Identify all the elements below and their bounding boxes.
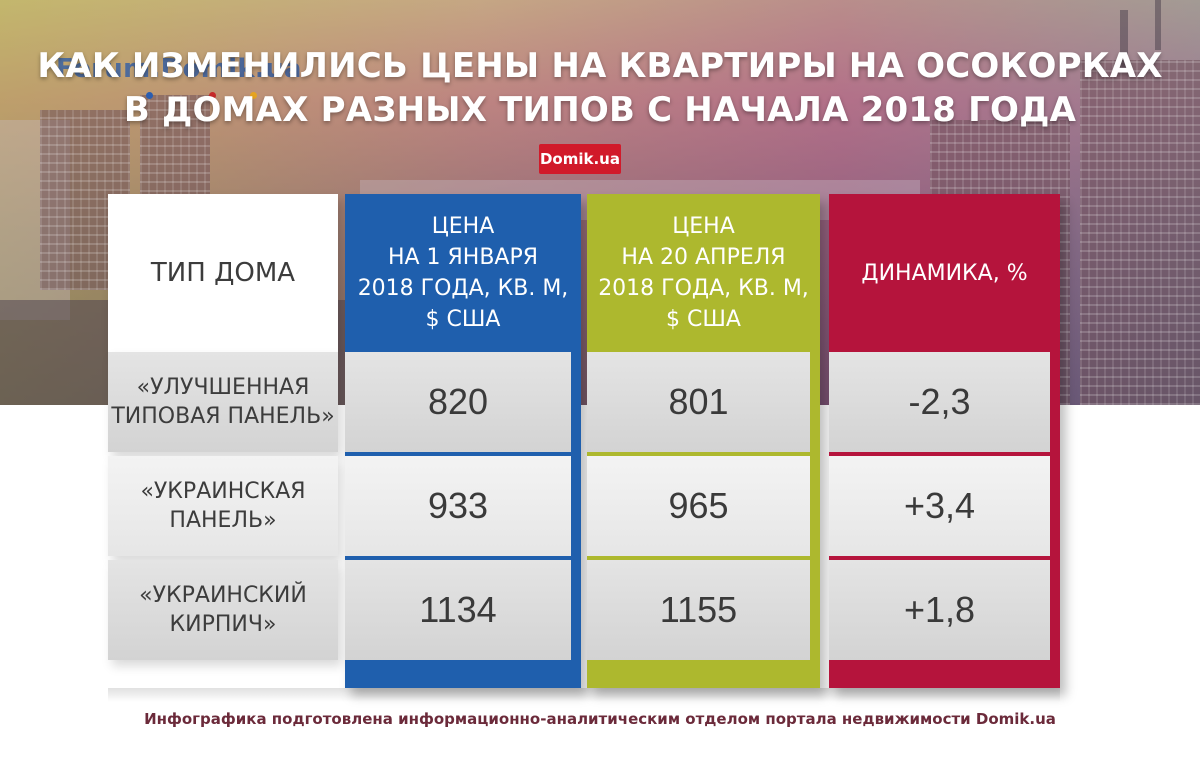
- infographic-title: КАК ИЗМЕНИЛИСЬ ЦЕНЫ НА КВАРТИРЫ НА ОСОКО…: [0, 44, 1200, 132]
- row-label-3: «УКРАИНСКИЙ КИРПИЧ»: [108, 560, 338, 660]
- header-jan-line-2: НА 1 ЯНВАРЯ: [387, 245, 539, 270]
- watermark-dot: [250, 92, 257, 99]
- row-3-type-line-2: КИРПИЧ»: [169, 612, 277, 637]
- footer-credit: Инфографика подготовлена информационно-а…: [144, 710, 1056, 728]
- header-type-label: ТИП ДОМА: [150, 257, 296, 288]
- header-apr-line-4: $ США: [666, 307, 741, 332]
- header-jan: ЦЕНА НА 1 ЯНВАРЯ 2018 ГОДА, КВ. М, $ США: [345, 194, 581, 352]
- cell-apr-row-3: 1155: [587, 560, 810, 660]
- watermark-dot: [146, 92, 153, 99]
- column-dynamics: ДИНАМИКА, % -2,3 +3,4 +1,8: [829, 194, 1060, 688]
- header-jan-line-4: $ США: [425, 307, 501, 332]
- domik-badge: Domik.ua: [539, 144, 621, 174]
- header-apr-line-2: НА 20 АПРЕЛЯ: [621, 245, 786, 270]
- cell-apr-row-2: 965: [587, 456, 810, 556]
- row-2-type-line-2: ПАНЕЛЬ»: [169, 508, 277, 533]
- watermark-dot: [209, 92, 216, 99]
- column-price-apr: ЦЕНА НА 20 АПРЕЛЯ 2018 ГОДА, КВ. М, $ СШ…: [587, 194, 820, 688]
- header-jan-line-3: 2018 ГОДА, КВ. М,: [357, 276, 569, 301]
- header-apr-line-1: ЦЕНА: [672, 214, 735, 239]
- row-1-type-line-2: ТИПОВАЯ ПАНЕЛЬ»: [111, 404, 335, 429]
- column-price-jan: ЦЕНА НА 1 ЯНВАРЯ 2018 ГОДА, КВ. М, $ США…: [345, 194, 581, 688]
- header-apr-line-3: 2018 ГОДА, КВ. М,: [598, 276, 809, 301]
- table-shadow: [108, 688, 1060, 702]
- cell-jan-row-2: 933: [345, 456, 571, 556]
- title-line-1: КАК ИЗМЕНИЛИСЬ ЦЕНЫ НА КВАРТИРЫ НА ОСОКО…: [37, 46, 1163, 86]
- cell-jan-row-3: 1134: [345, 560, 571, 660]
- header-jan-line-1: ЦЕНА: [431, 214, 495, 239]
- header-apr: ЦЕНА НА 20 АПРЕЛЯ 2018 ГОДА, КВ. М, $ СШ…: [587, 194, 820, 352]
- row-1-type-line-1: «УЛУЧШЕННАЯ: [136, 375, 310, 400]
- cell-dyn-row-2: +3,4: [829, 456, 1050, 556]
- row-label-1: «УЛУЧШЕННАЯ ТИПОВАЯ ПАНЕЛЬ»: [108, 352, 338, 452]
- cell-jan-row-1: 820: [345, 352, 571, 452]
- cell-apr-row-1: 801: [587, 352, 810, 452]
- cell-dyn-row-1: -2,3: [829, 352, 1050, 452]
- row-3-type-line-1: «УКРАИНСКИЙ: [139, 583, 307, 608]
- row-label-2: «УКРАИНСКАЯ ПАНЕЛЬ»: [108, 456, 338, 556]
- header-dyn: ДИНАМИКА, %: [861, 260, 1028, 286]
- title-line-2: В ДОМАХ РАЗНЫХ ТИПОВ С НАЧАЛА 2018 ГОДА: [123, 90, 1077, 130]
- row-2-type-line-1: «УКРАИНСКАЯ: [140, 479, 306, 504]
- watermark-forum-domik: Forum.Domik.ua: [56, 54, 302, 84]
- header-cell-type: [108, 194, 338, 352]
- cell-dyn-row-3: +1,8: [829, 560, 1050, 660]
